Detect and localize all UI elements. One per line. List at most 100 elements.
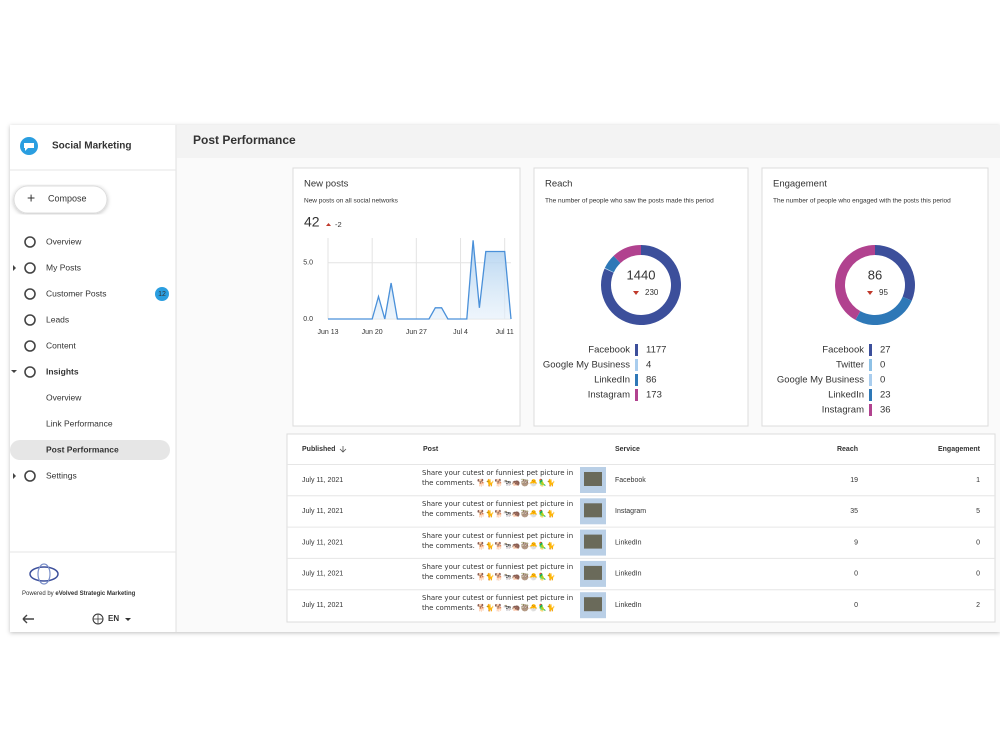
language[interactable]: EN	[108, 614, 119, 623]
app-icon-glyph	[24, 143, 34, 151]
cell: 0	[854, 571, 858, 578]
legend-label: Google My Business	[777, 375, 864, 386]
legend-label: Instagram	[588, 390, 630, 401]
globe-lines[interactable]	[93, 614, 103, 624]
cell: Instagram	[615, 508, 646, 515]
column-header[interactable]: Post	[423, 446, 439, 453]
cell: July 11, 2021	[302, 477, 343, 484]
legend-label: LinkedIn	[594, 375, 630, 386]
nav-label[interactable]: Overview	[46, 236, 82, 246]
thumbnail-inner	[584, 534, 602, 549]
y-tick-label: 0.0	[303, 316, 313, 323]
nav-label[interactable]: Overview	[46, 392, 82, 402]
compose-bg[interactable]	[13, 185, 108, 214]
thumbnail-inner	[584, 597, 602, 612]
post-cell: Share your cutest or funniest pet pictur…	[422, 594, 574, 613]
nav-label[interactable]: Content	[46, 340, 76, 350]
nav-label[interactable]: Link Performance	[46, 418, 113, 428]
column-header[interactable]: Reach	[837, 446, 858, 453]
donut-segment	[604, 267, 614, 273]
legend-value: 23	[880, 390, 891, 401]
post-text: Share your cutest or funniest pet pictur…	[422, 594, 574, 613]
legend-label: Google My Business	[543, 360, 630, 371]
cell: 35	[850, 508, 858, 515]
powered-by-label: Powered by	[22, 591, 54, 597]
logo	[29, 563, 59, 585]
cell: July 11, 2021	[302, 602, 343, 609]
change: -2	[335, 220, 342, 229]
nav-icon	[24, 470, 36, 482]
x-tick-label: Jul 4	[453, 329, 468, 336]
column-header[interactable]: Service	[615, 446, 640, 453]
legend-swatch	[869, 374, 872, 386]
nav-caret[interactable]	[11, 370, 17, 373]
sort-arrow[interactable]	[339, 446, 347, 453]
compose-plus[interactable]: +	[27, 190, 35, 206]
legend-label: Twitter	[836, 360, 864, 371]
page-title: Post Performance	[193, 133, 296, 147]
column-header[interactable]: Published	[302, 446, 335, 453]
donut-total: 1440	[627, 267, 656, 282]
nav-label[interactable]: Settings	[46, 470, 77, 480]
column-header[interactable]: Engagement	[938, 446, 981, 453]
card-subtitle: The number of people who engaged with th…	[773, 198, 951, 205]
nav: Overview My Posts Customer Posts 12 Leads Con…	[10, 236, 170, 482]
cell: Facebook	[615, 477, 646, 484]
legend-value: 27	[880, 345, 891, 356]
back-arrow[interactable]	[22, 614, 34, 624]
cell: 19	[850, 477, 858, 484]
post-cell: Share your cutest or funniest pet pictur…	[422, 469, 574, 487]
legend-label: Instagram	[822, 405, 864, 416]
post-cell: Share your cutest or funniest pet pictur…	[422, 500, 573, 518]
nav-icon	[24, 288, 36, 300]
cards: New posts New posts on all social network…	[292, 167, 989, 427]
cell: July 11, 2021	[302, 571, 343, 578]
legend-label: Facebook	[588, 345, 630, 356]
post-text: Share your cutest or funniest pet pictur…	[422, 469, 574, 487]
cell: 0	[854, 602, 858, 609]
legend-value: 36	[880, 405, 891, 416]
table-bg	[286, 433, 996, 623]
logo-ring	[29, 566, 59, 582]
donut-segment	[855, 296, 912, 326]
legend-value: 173	[646, 390, 662, 401]
post-cell: Share your cutest or funniest pet pictur…	[422, 562, 574, 581]
donut-segment	[604, 255, 621, 273]
compose-label[interactable]: Compose	[48, 193, 87, 203]
change-arrow	[867, 291, 873, 295]
nav-caret[interactable]	[13, 265, 16, 271]
post-text: Share your cutest or funniest pet pictur…	[422, 531, 574, 550]
nav-label[interactable]: Insights	[46, 366, 79, 376]
compose-button[interactable]: + Compose	[13, 185, 108, 214]
header-band	[177, 125, 1000, 158]
cell: 5	[976, 508, 980, 515]
cell: 9	[854, 539, 858, 546]
cell: LinkedIn	[615, 539, 642, 546]
nav-icon	[24, 236, 36, 248]
legend-swatch	[635, 359, 638, 371]
nav-label[interactable]: My Posts	[46, 262, 81, 272]
post-text: Share your cutest or funniest pet pictur…	[422, 562, 574, 581]
nav-label[interactable]: Leads	[46, 314, 69, 324]
card	[761, 167, 989, 427]
cell: 2	[976, 602, 980, 609]
legend-swatch	[869, 404, 872, 416]
card-subtitle: The number of people who saw the posts m…	[545, 198, 714, 205]
nav-caret[interactable]	[13, 473, 16, 479]
nav-label[interactable]: Customer Posts	[46, 288, 106, 298]
x-tick-label: Jun 20	[362, 329, 383, 336]
nav-icon	[24, 340, 36, 352]
change-arrow	[633, 291, 639, 295]
thumbnail-inner	[584, 503, 602, 518]
nav-selected-bg	[10, 440, 170, 460]
cell: LinkedIn	[615, 571, 642, 578]
legend-swatch	[869, 389, 872, 401]
nav-label[interactable]: Post Performance	[46, 444, 119, 454]
card-title: New posts	[304, 179, 349, 190]
donut-total: 86	[868, 267, 882, 282]
badge: 12	[158, 291, 166, 298]
donut-segment	[613, 245, 641, 264]
post-cell: Share your cutest or funniest pet pictur…	[422, 531, 574, 550]
language-caret[interactable]	[125, 618, 131, 621]
table: Published Post Service Reach Engagement July …	[286, 433, 996, 623]
